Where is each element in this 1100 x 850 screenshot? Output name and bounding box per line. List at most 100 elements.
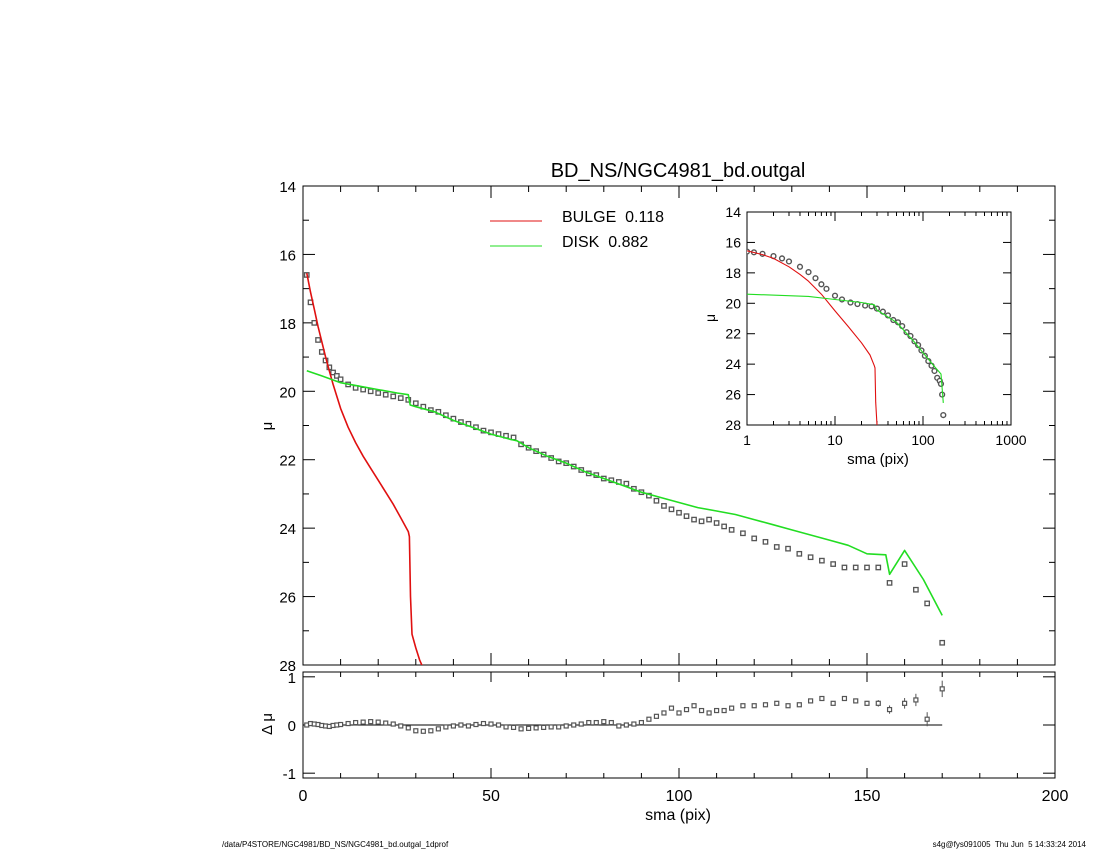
inset-plot-frame (746, 211, 1012, 426)
main-data-point (773, 544, 780, 550)
residual-data-point (886, 706, 893, 713)
main-y-tick-label: 18 (279, 316, 296, 333)
residual-x-tick-label: 200 (1042, 788, 1069, 805)
residual-data-point (398, 723, 404, 729)
inset-data-point (915, 342, 922, 349)
main-data-point (382, 391, 389, 398)
residual-data-point (443, 724, 449, 730)
main-data-point (875, 564, 882, 571)
residual-data-point (510, 724, 517, 731)
residual-data-point (638, 719, 645, 726)
main-data-point (375, 390, 382, 396)
main-data-point (713, 520, 720, 526)
residual-data-point (807, 698, 814, 704)
residual-data-point (338, 721, 344, 728)
residual-data-point (830, 700, 836, 706)
inset-y-tick-label: 14 (725, 204, 741, 220)
main-data-point (901, 561, 908, 567)
main-y-axis-label: μ (259, 422, 276, 431)
residual-data-point (390, 721, 396, 727)
residual-panel: 10-10 50 100 150 200 sma (pix) Δ μ (259, 670, 1068, 824)
residual-x-tick-label: 100 (666, 788, 693, 805)
inset-x-tick-label: 10 (827, 432, 843, 448)
main-data-point (939, 639, 946, 646)
inset-data-point (785, 258, 793, 265)
inset-data-point (903, 329, 910, 336)
residual-axis-ticks: 10-10 50 100 150 200 (283, 670, 1069, 805)
residual-data-point (495, 722, 502, 728)
residual-data-point (586, 719, 592, 726)
residual-data-point (901, 700, 908, 706)
residual-data-point (616, 723, 622, 729)
legend-bulge-label: BULGE 0.118 (562, 209, 664, 226)
main-y-tick-label: 16 (279, 247, 296, 264)
inset-axis-ticks: 14 16 18 20 22 24 26 281 10 100 1000 (725, 204, 1026, 448)
main-data-point (721, 523, 727, 530)
main-data-point (807, 554, 814, 561)
residual-data-point (653, 713, 660, 719)
residual-data-point (345, 720, 351, 727)
main-data-point (661, 503, 667, 509)
residual-y-tick-label: 0 (288, 718, 296, 735)
main-data-point (330, 369, 336, 376)
residual-data-point (924, 716, 930, 722)
main-data-point (924, 600, 931, 607)
main-data-point (785, 545, 791, 552)
residual-data-point (913, 697, 919, 703)
inset-data-point (940, 412, 947, 419)
main-y-tick-label: 26 (279, 590, 296, 607)
main-data-point (676, 509, 682, 516)
residual-data-point (518, 726, 524, 732)
main-data-point (864, 564, 870, 571)
residual-data-point (428, 728, 434, 734)
main-y-tick-label: 22 (279, 453, 296, 470)
residual-data-point (864, 700, 870, 706)
residual-data-point (706, 710, 712, 716)
inset-data-point (805, 268, 812, 276)
main-data-point (668, 506, 675, 513)
main-data-point (698, 518, 705, 525)
inset-y-tick-label: 28 (725, 417, 741, 433)
main-data-point (397, 395, 404, 401)
residual-x-tick-label: 50 (482, 788, 500, 805)
inset-log-panel: 14 16 18 20 22 24 26 281 10 100 1000 sma (pix) μ (702, 204, 1027, 468)
main-y-tick-label: 14 (279, 179, 296, 196)
residual-data-point (488, 721, 494, 727)
inset-data-point (937, 380, 945, 388)
residual-data-point (819, 695, 825, 702)
inset-x-tick-label: 100 (911, 432, 935, 448)
residual-data-point (729, 705, 735, 711)
legend: BULGE 0.118 DISK 0.882 (490, 209, 664, 251)
inset-data-point (931, 367, 938, 375)
inset-x-tick-label: 1000 (995, 432, 1026, 448)
residual-data-point (631, 721, 637, 727)
main-data-point (762, 538, 769, 545)
inset-data-point (796, 263, 804, 270)
main-data-point (852, 564, 859, 571)
main-data-point (841, 564, 848, 571)
residual-data-point (676, 710, 682, 716)
residual-data-point (713, 707, 720, 714)
residual-data-point (533, 725, 539, 731)
chart-title: BD_NS/NGC4981_bd.outgal (551, 160, 806, 182)
main-data-point (653, 497, 660, 504)
residual-x-tick-label: 0 (299, 788, 308, 805)
residual-data-point (751, 703, 757, 709)
main-y-tick-label: 28 (279, 658, 296, 675)
footer-timestamp: s4g@fys091005 Thu Jun 5 14:33:24 2014 (932, 840, 1086, 849)
residual-data-point (556, 724, 562, 730)
residual-data-point (368, 719, 374, 725)
residual-x-axis-label: sma (pix) (645, 807, 711, 824)
residual-data-point (450, 723, 456, 729)
residual-data-point (939, 686, 945, 692)
residual-data-point (480, 720, 487, 727)
residual-data-point (541, 724, 547, 731)
inset-y-tick-label: 26 (725, 387, 741, 403)
main-series-group (303, 272, 946, 665)
main-data-point (819, 557, 825, 564)
residual-data-point (458, 722, 464, 728)
main-y-tick-label: 20 (279, 384, 296, 401)
main-data-point (337, 376, 344, 383)
inset-data-point (823, 285, 830, 292)
